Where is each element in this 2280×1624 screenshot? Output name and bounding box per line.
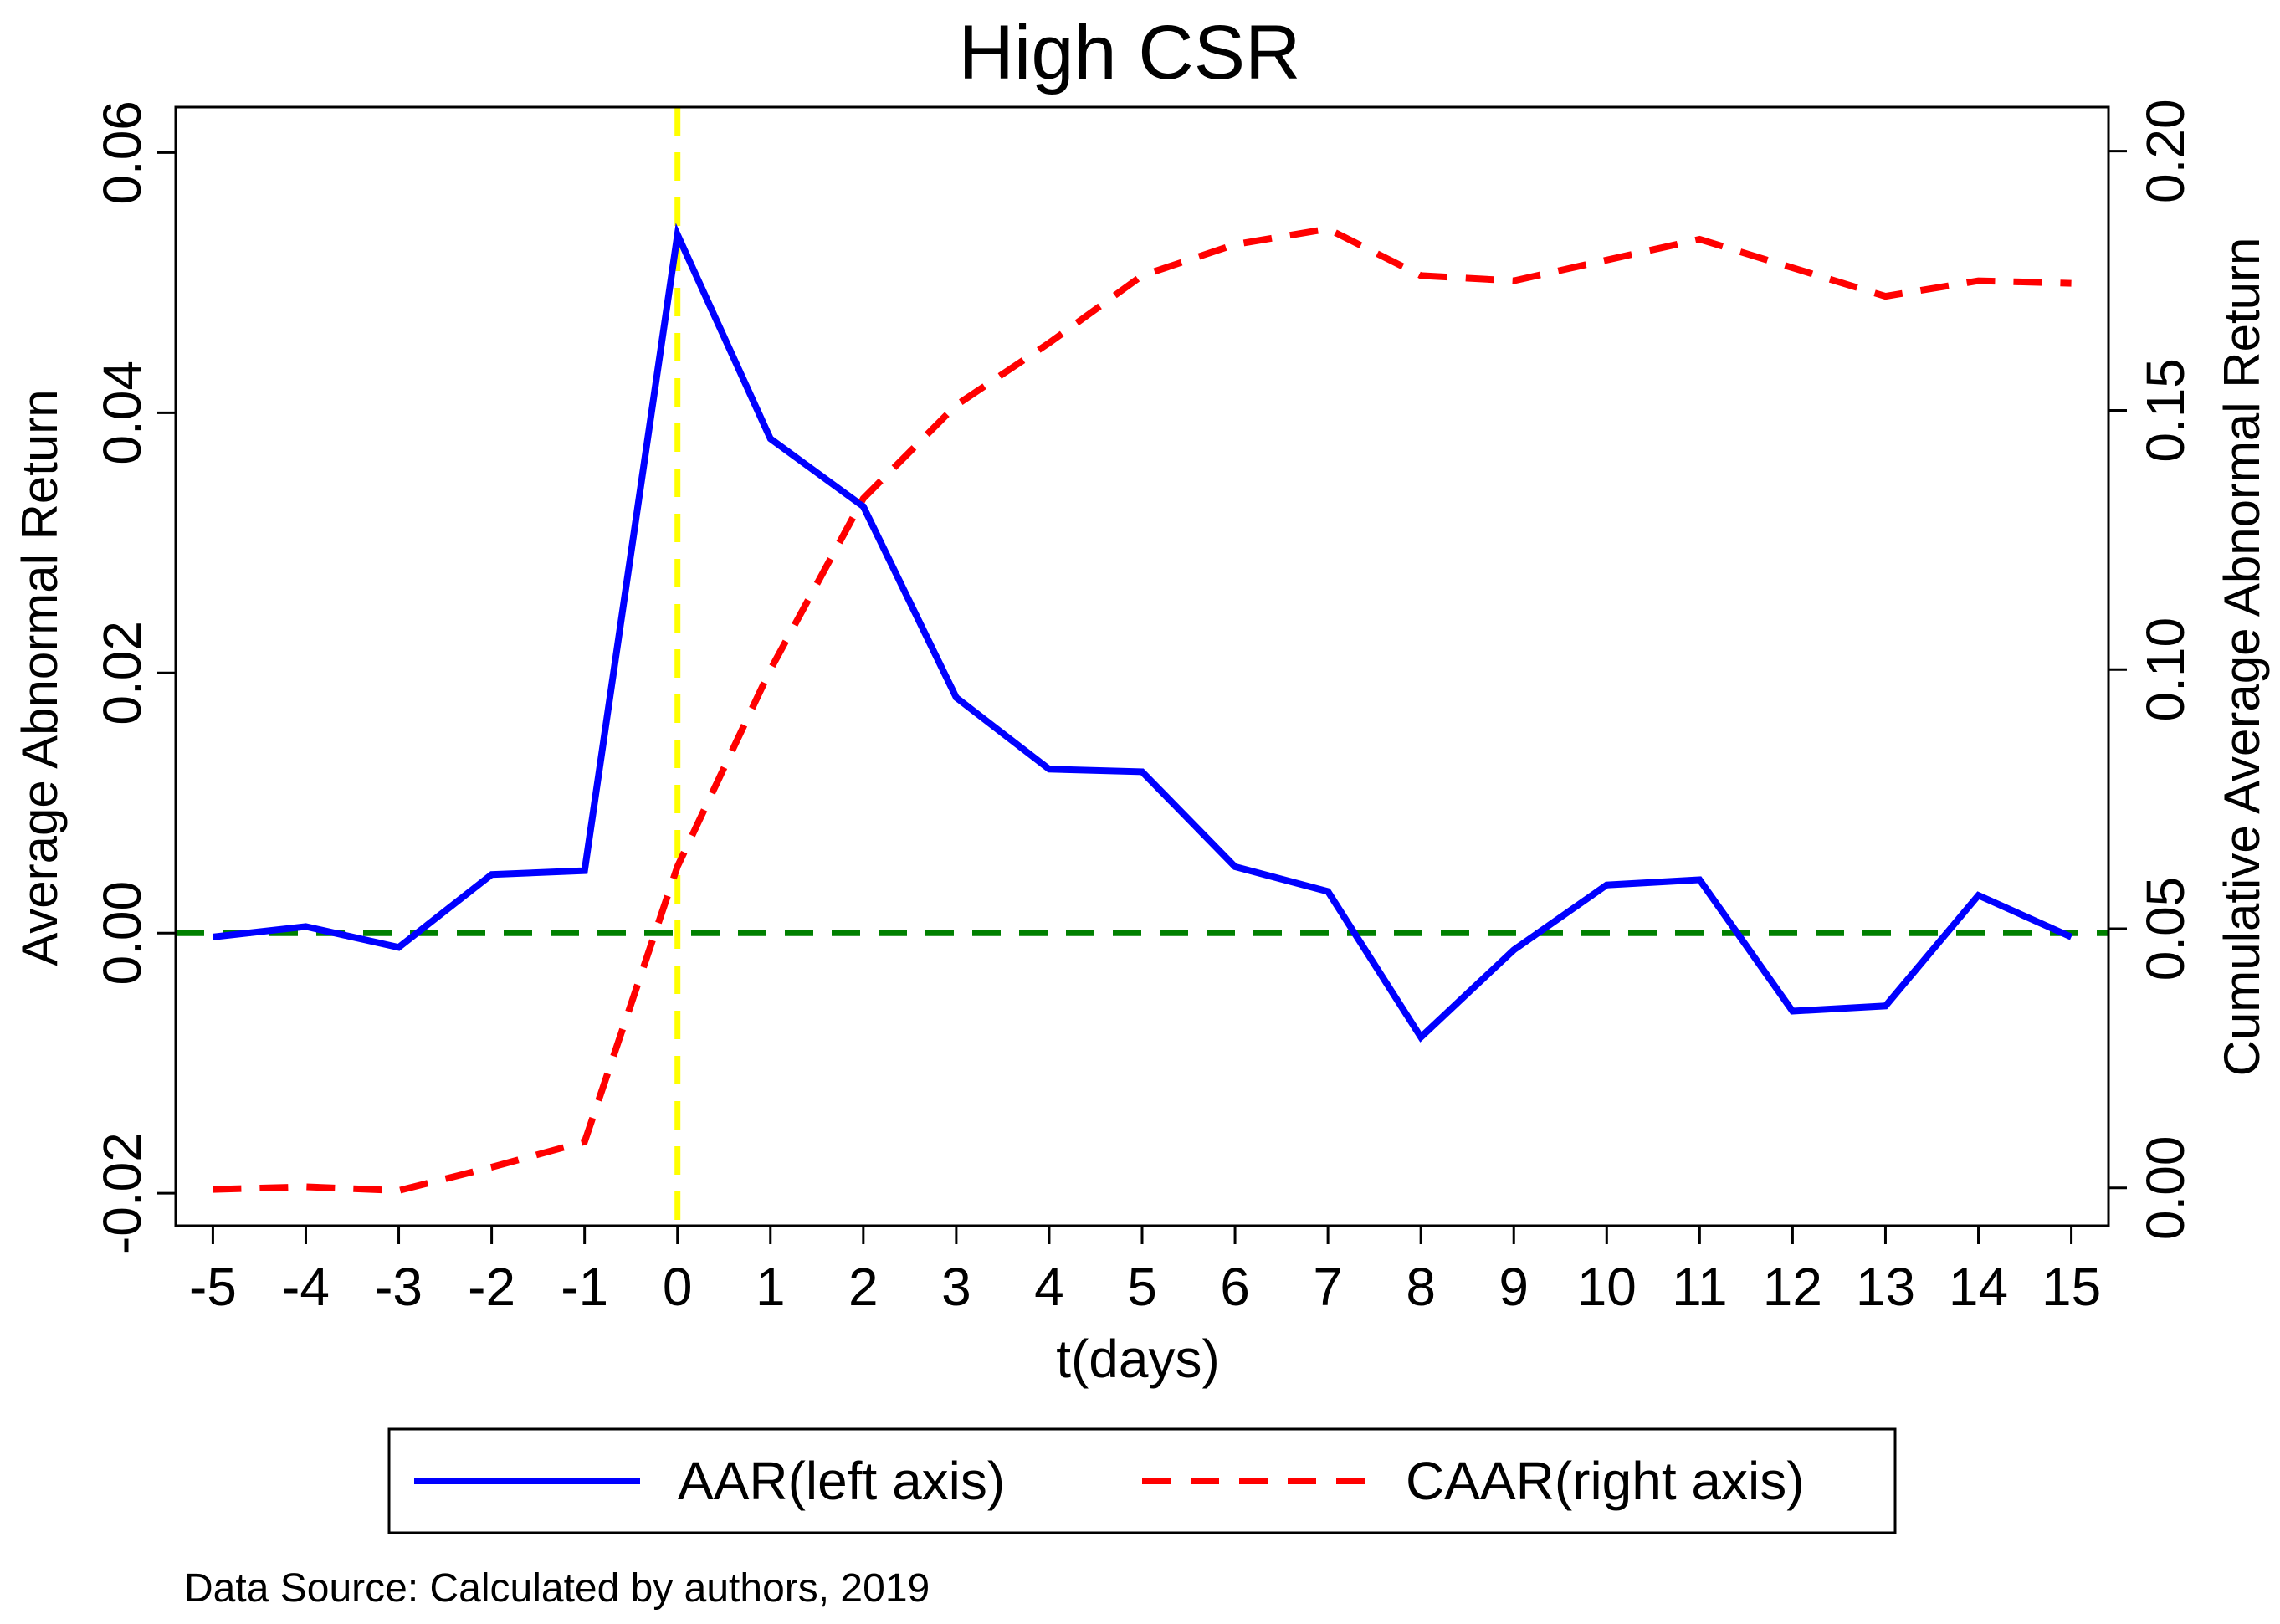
y-left-tick-label: -0.02: [92, 1132, 152, 1254]
x-tick-label: 3: [941, 1257, 971, 1317]
data-source-note: Data Source: Calculated by authors, 2019: [184, 1566, 930, 1611]
y-axis-right-title: Cumulative Average Abnormal Return: [2214, 238, 2270, 1077]
y-left-tick-label: 0.04: [92, 361, 152, 465]
caar-point-14: [1978, 280, 1979, 281]
y-right-tick-label: 0.05: [2135, 877, 2195, 981]
aar-point-14: [1978, 895, 1979, 896]
x-tick-label: 9: [1499, 1257, 1529, 1317]
aar-point-15: [2071, 936, 2072, 937]
aar-point-13: [1885, 1006, 1886, 1007]
x-tick-label: -4: [282, 1257, 330, 1317]
caar-point-0: [677, 866, 678, 867]
x-tick-label: 15: [2042, 1257, 2101, 1317]
aar-point-7: [1328, 891, 1329, 892]
caar-point-7: [1328, 228, 1329, 229]
aar-point--2: [491, 874, 492, 875]
aar-point--4: [305, 926, 306, 927]
caar-point-12: [1792, 268, 1793, 269]
x-tick-label: -3: [375, 1257, 423, 1317]
caar-point-6: [1235, 244, 1236, 245]
y-right-tick-label: 0.10: [2135, 617, 2195, 722]
plot-frame: [174, 105, 2110, 1227]
x-tick-label: 5: [1127, 1257, 1157, 1317]
x-tick-label: 0: [663, 1257, 693, 1317]
x-tick-label: 13: [1856, 1257, 1915, 1317]
caar-point-15: [2071, 283, 2072, 284]
y-right-tick-label: 0.00: [2135, 1136, 2195, 1241]
y-left-tick-label: 0.00: [92, 881, 152, 986]
x-tick-label: 11: [1672, 1257, 1727, 1317]
aar-point-11: [1699, 879, 1700, 880]
caar-point--1: [584, 1141, 585, 1142]
x-tick-label: 7: [1313, 1257, 1343, 1317]
x-tick-label: 14: [1949, 1257, 2008, 1317]
aar-point-4: [1048, 769, 1049, 770]
aar-point-1: [770, 438, 771, 439]
legend: AAR(left axis) CAAR(right axis): [387, 1427, 1897, 1534]
x-tick-label: -5: [189, 1257, 237, 1317]
y-left-tick-label: 0.02: [92, 621, 152, 725]
caar-point-13: [1885, 296, 1886, 297]
axes: -5 -4 -3 -2 -1 0 1 2 3 4 5 6 7 8 9 10 11 12 13 14 15-0.020.0…: [92, 99, 2195, 1317]
caar-point-10: [1606, 259, 1607, 260]
plot-area: [176, 107, 2108, 1226]
caar-point-4: [1048, 342, 1049, 343]
x-tick-label: 8: [1406, 1257, 1436, 1317]
caar-point--4: [305, 1186, 306, 1187]
caar-point-11: [1699, 239, 1700, 240]
x-tick-label: -1: [561, 1257, 608, 1317]
chart-title: High CSR: [958, 10, 1300, 95]
x-tick-label: 4: [1034, 1257, 1064, 1317]
caar-point-5: [1142, 275, 1143, 276]
legend-label-caar: CAAR(right axis): [1406, 1451, 1805, 1511]
x-tick-label: 2: [848, 1257, 879, 1317]
x-tick-label: 10: [1577, 1257, 1637, 1317]
aar-point-0: [677, 234, 678, 235]
x-tick-label: 6: [1220, 1257, 1250, 1317]
aar-point-6: [1235, 866, 1236, 867]
aar-point--1: [584, 870, 585, 871]
x-tick-label: 1: [756, 1257, 786, 1317]
caar-point-8: [1421, 275, 1422, 276]
y-right-tick-label: 0.15: [2135, 358, 2195, 463]
caar-point--3: [398, 1190, 399, 1191]
y-axis-left-title: Average Abnormal Return: [12, 389, 68, 966]
caar-point--2: [491, 1167, 492, 1168]
y-right-tick-label: 0.20: [2135, 99, 2195, 203]
aar-series-line: [212, 223, 2073, 1043]
aar-point-5: [1142, 771, 1143, 772]
x-tick-label: 12: [1763, 1257, 1822, 1317]
caar-series-line: [213, 225, 2072, 1194]
y-left-tick-label: 0.06: [92, 100, 152, 205]
aar-point--3: [398, 947, 399, 948]
x-axis-title: t(days): [1056, 1329, 1220, 1389]
aar-point-12: [1792, 1011, 1793, 1012]
x-tick-label: -2: [468, 1257, 515, 1317]
caar-point-1: [770, 669, 771, 670]
legend-label-aar: AAR(left axis): [678, 1451, 1005, 1511]
aar-point-10: [1606, 884, 1607, 885]
